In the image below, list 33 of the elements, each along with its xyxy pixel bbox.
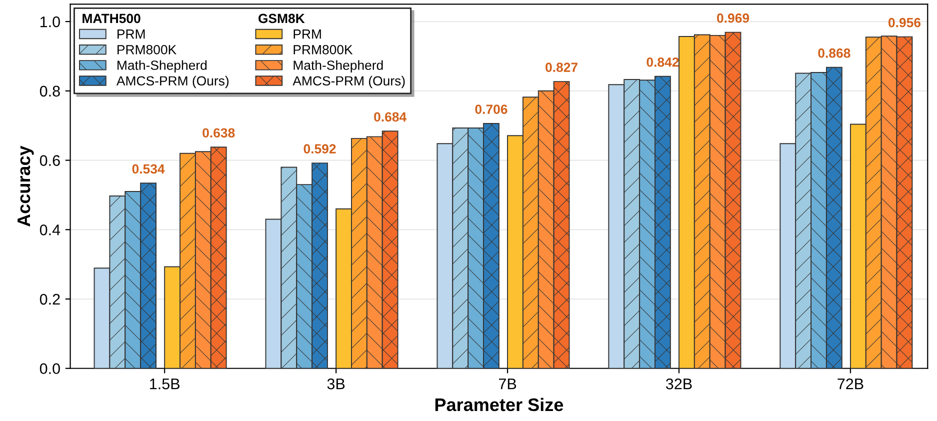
legend-label: PRM800K (118, 44, 176, 54)
data-label: 0.684 (374, 112, 407, 122)
x-axis-title: Parameter Size (435, 398, 564, 412)
data-label: 0.534 (132, 164, 165, 174)
legend-label: PRM800K (294, 44, 353, 54)
data-label: 0.842 (646, 57, 679, 67)
y-axis-title: Accuracy (18, 146, 34, 226)
data-label: 0.706 (475, 104, 508, 114)
data-label: 0.638 (202, 128, 235, 138)
legend-label: PRM (294, 30, 321, 39)
x-tick-label: 7B (498, 378, 516, 390)
data-label: 0.827 (546, 62, 578, 72)
x-tick-label: 32B (666, 378, 692, 390)
legend-label: PRM (118, 30, 145, 39)
data-label: 0.956 (888, 18, 921, 28)
data-label: 0.969 (717, 13, 750, 23)
y-tick-label: 0.6 (40, 155, 60, 166)
x-tick-label: 72B (838, 378, 864, 390)
y-tick-label: 0.4 (40, 224, 60, 236)
text: GSM8K (258, 14, 305, 24)
x-tick-label: 3B (327, 378, 345, 390)
y-tick-label: 0.0 (40, 363, 60, 374)
y-tick-label: 0.2 (40, 294, 60, 305)
data-label: 0.592 (304, 144, 336, 154)
legend-label: Math-Shepherd (294, 60, 383, 73)
text: MATH500 (82, 14, 140, 24)
data-label: 0.868 (818, 48, 850, 58)
x-tick-label: 1.5B (150, 378, 180, 390)
legend-label: AMCS-PRM (Ours) (292, 76, 405, 88)
y-tick-label: 1.0 (40, 16, 60, 28)
y-tick-label: 0.8 (40, 86, 60, 97)
legend-label: AMCS-PRM (Ours) (116, 76, 229, 88)
legend-label: Math-Shepherd (118, 60, 207, 73)
